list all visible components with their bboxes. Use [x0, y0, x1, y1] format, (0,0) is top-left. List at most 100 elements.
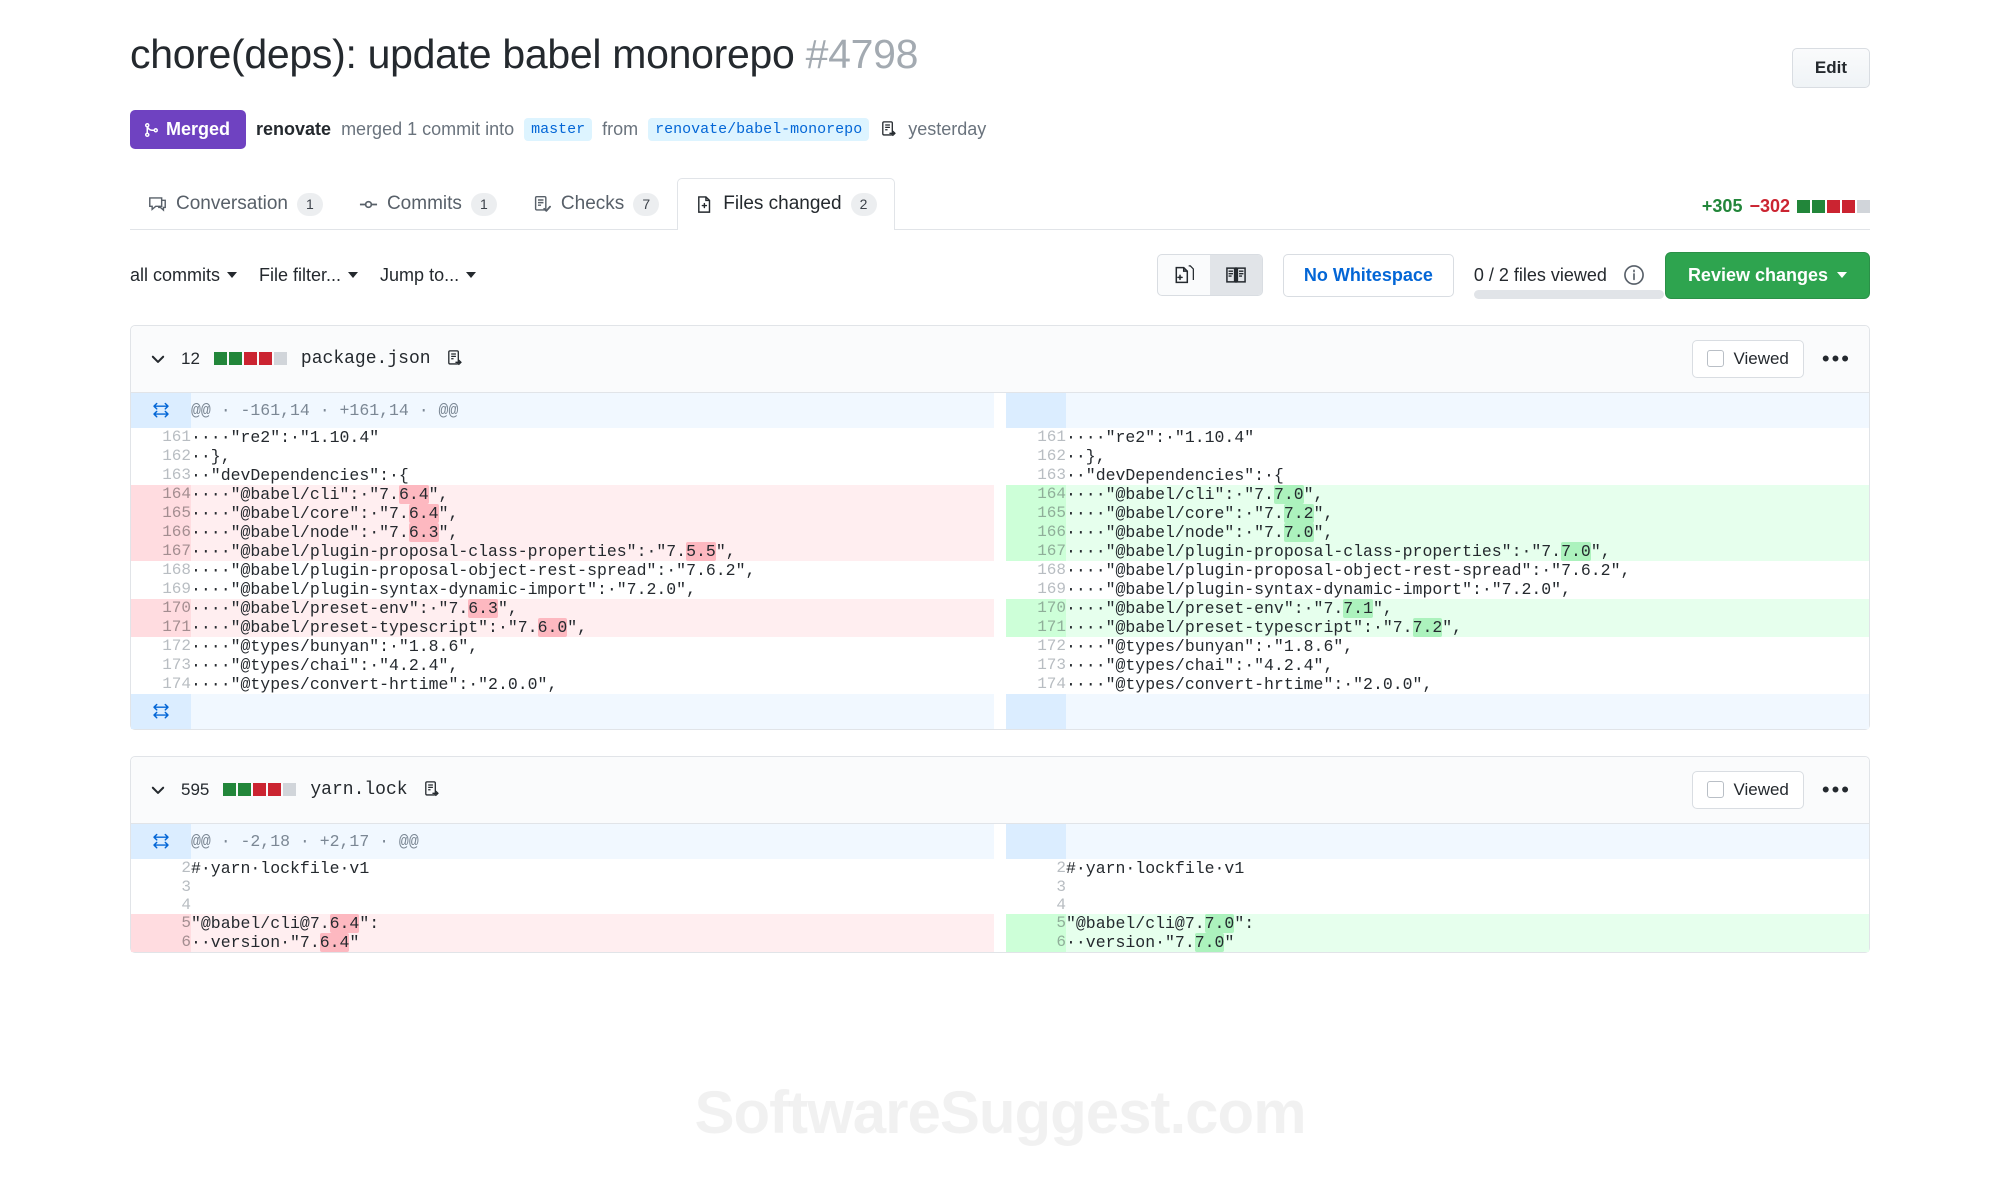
chevron-down-icon	[466, 272, 477, 279]
file-options-kebab-icon[interactable]: •••	[1821, 777, 1851, 802]
code-line-new[interactable]: ····"@babel/plugin-syntax-dynamic-import…	[1066, 579, 1869, 599]
code-line-new[interactable]: ····"re2":·"1.10.4"	[1066, 427, 1869, 447]
code-line-old[interactable]: ··"devDependencies":·{	[191, 465, 994, 485]
diff-expand-row[interactable]	[131, 693, 1869, 729]
unified-view-button[interactable]	[1158, 255, 1210, 295]
diff-gutter-gap	[994, 541, 1006, 561]
code-line-new[interactable]: ····"@types/bunyan":·"1.8.6",	[1066, 636, 1869, 656]
split-view-button[interactable]	[1209, 255, 1262, 296]
copy-path-icon[interactable]	[422, 780, 441, 799]
code-line-new[interactable]: #·yarn·lockfile·v1	[1066, 858, 1869, 878]
copy-branch-icon[interactable]	[879, 120, 898, 139]
code-line-new[interactable]: ····"@babel/preset-typescript":·"7.7.2",	[1066, 617, 1869, 637]
all-commits-dropdown[interactable]: all commits	[130, 265, 238, 286]
tab-checks[interactable]: Checks 7	[515, 178, 677, 230]
whitespace-button[interactable]: No Whitespace	[1282, 253, 1454, 297]
head-branch-chip[interactable]: renovate/babel-monorepo	[648, 118, 870, 141]
hunk-expander-cell[interactable]	[131, 823, 191, 859]
expand-up-down-icon[interactable]	[131, 401, 191, 419]
tab-conversation[interactable]: Conversation 1	[130, 178, 341, 230]
code-line-old[interactable]: "@babel/cli@7.6.4":	[191, 913, 994, 933]
viewed-checkbox[interactable]	[1707, 350, 1725, 368]
code-line-old[interactable]: ····"@babel/plugin-syntax-dynamic-import…	[191, 579, 994, 599]
copy-path-icon[interactable]	[445, 349, 464, 368]
collapse-chevron-icon[interactable]	[149, 350, 167, 368]
code-line-new[interactable]: ····"@babel/core":·"7.7.2",	[1066, 503, 1869, 523]
file-name[interactable]: package.json	[300, 348, 431, 369]
code-line-new[interactable]: ··"devDependencies":·{	[1066, 465, 1869, 485]
merge-author[interactable]: renovate	[256, 119, 332, 139]
expand-area[interactable]	[191, 693, 994, 729]
viewed-checkbox-button[interactable]: Viewed	[1692, 770, 1804, 809]
code-line-new[interactable]: ····"@babel/preset-env":·"7.7.1",	[1066, 598, 1869, 618]
code-line-old[interactable]: ····"@types/convert-hrtime":·"2.0.0",	[191, 674, 994, 694]
tab-commits[interactable]: Commits 1	[341, 178, 515, 230]
files-viewed-status: 0 / 2 files viewed	[1473, 264, 1664, 300]
code-line-old[interactable]: ····"@babel/cli":·"7.6.4",	[191, 484, 994, 504]
code-line-new[interactable]: ····"@types/convert-hrtime":·"2.0.0",	[1066, 674, 1869, 694]
code-line-new[interactable]: ····"@types/chai":·"4.2.4",	[1066, 655, 1869, 675]
base-branch-chip[interactable]: master	[524, 118, 593, 141]
line-number-new: 174	[1006, 674, 1066, 694]
line-number-new: 173	[1006, 655, 1066, 675]
code-line-old[interactable]	[191, 895, 994, 914]
tab-files-changed[interactable]: Files changed 2	[677, 178, 895, 230]
code-line-new[interactable]: ····"@babel/plugin-proposal-class-proper…	[1066, 541, 1869, 561]
code-line-old[interactable]	[191, 877, 994, 896]
file-options-kebab-icon[interactable]: •••	[1821, 346, 1851, 371]
code-line-new[interactable]: ····"@babel/plugin-proposal-object-rest-…	[1066, 560, 1869, 580]
info-icon[interactable]	[1623, 264, 1645, 286]
code-line-new[interactable]: ····"@babel/node":·"7.7.0",	[1066, 522, 1869, 542]
code-line-old[interactable]: ····"@babel/plugin-proposal-class-proper…	[191, 541, 994, 561]
review-changes-button[interactable]: Review changes	[1664, 251, 1870, 299]
expand-up-down-icon[interactable]	[131, 702, 191, 720]
viewed-checkbox-button[interactable]: Viewed	[1692, 339, 1804, 378]
line-number-new: 3	[1006, 877, 1066, 896]
code-line-new[interactable]: "@babel/cli@7.7.0":	[1066, 913, 1869, 933]
hunk-expander-cell[interactable]	[131, 392, 191, 428]
expander-cell[interactable]	[131, 693, 191, 729]
edit-button[interactable]: Edit	[1791, 48, 1870, 88]
code-line-old[interactable]: ····"@types/chai":·"4.2.4",	[191, 655, 994, 675]
code-segment: ",	[1313, 522, 1334, 542]
jump-to-dropdown[interactable]: Jump to...	[380, 265, 477, 286]
file-diff-yarn-lock: 595 yarn.lock Viewed ••• @@ ·	[130, 755, 1870, 953]
line-number-new: 4	[1006, 895, 1066, 914]
code-line-old[interactable]: ····"@babel/node":·"7.6.3",	[191, 522, 994, 542]
diff-row: 174 ····"@types/convert-hrtime":·"2.0.0",…	[131, 674, 1869, 694]
viewed-checkbox[interactable]	[1707, 781, 1725, 799]
code-line-old[interactable]: ····"re2":·"1.10.4"	[191, 427, 994, 447]
code-line-new[interactable]	[1066, 877, 1869, 896]
hunk-expander-cell[interactable]	[1006, 823, 1066, 859]
hunk-expander-cell[interactable]	[1006, 392, 1066, 428]
code-line-new[interactable]: ····"@babel/cli":·"7.7.0",	[1066, 484, 1869, 504]
code-line-new[interactable]: ··version·"7.7.0"	[1066, 932, 1869, 952]
diff-gutter-gap	[994, 503, 1006, 523]
code-line-new[interactable]: ··},	[1066, 446, 1869, 466]
file-filter-dropdown[interactable]: File filter...	[259, 265, 359, 286]
expand-up-down-icon[interactable]	[131, 832, 191, 850]
line-number-old: 174	[131, 674, 191, 694]
code-line-old[interactable]: ··version·"7.6.4"	[191, 932, 994, 952]
code-line-old[interactable]: ····"@babel/preset-env":·"7.6.3",	[191, 598, 994, 618]
line-number-old: 162	[131, 446, 191, 466]
code-line-old[interactable]: #·yarn·lockfile·v1	[191, 858, 994, 878]
line-number-old: 163	[131, 465, 191, 485]
code-line-old[interactable]: ····"@types/bunyan":·"1.8.6",	[191, 636, 994, 656]
expander-cell[interactable]	[1006, 693, 1066, 729]
file-name[interactable]: yarn.lock	[310, 779, 408, 800]
code-line-old[interactable]: ····"@babel/preset-typescript":·"7.6.0",	[191, 617, 994, 637]
page-title: chore(deps): update babel monorepo #4798	[130, 30, 1792, 78]
diff-gutter-gap	[994, 617, 1006, 637]
code-segment: ",	[715, 541, 736, 561]
code-line-old[interactable]: ····"@babel/plugin-proposal-object-rest-…	[191, 560, 994, 580]
code-line-old[interactable]: ··},	[191, 446, 994, 466]
diff-gutter-gap	[994, 932, 1006, 952]
code-line-old[interactable]: ····"@babel/core":·"7.6.4",	[191, 503, 994, 523]
diff-row: 5 "@babel/cli@7.6.4": 5 "@babel/cli@7.7.0":	[131, 913, 1869, 933]
code-line-new[interactable]	[1066, 895, 1869, 914]
collapse-chevron-icon[interactable]	[149, 781, 167, 799]
expand-area[interactable]	[1066, 693, 1869, 729]
code-segment: ····"@babel/preset-env":·"7.	[191, 598, 469, 618]
